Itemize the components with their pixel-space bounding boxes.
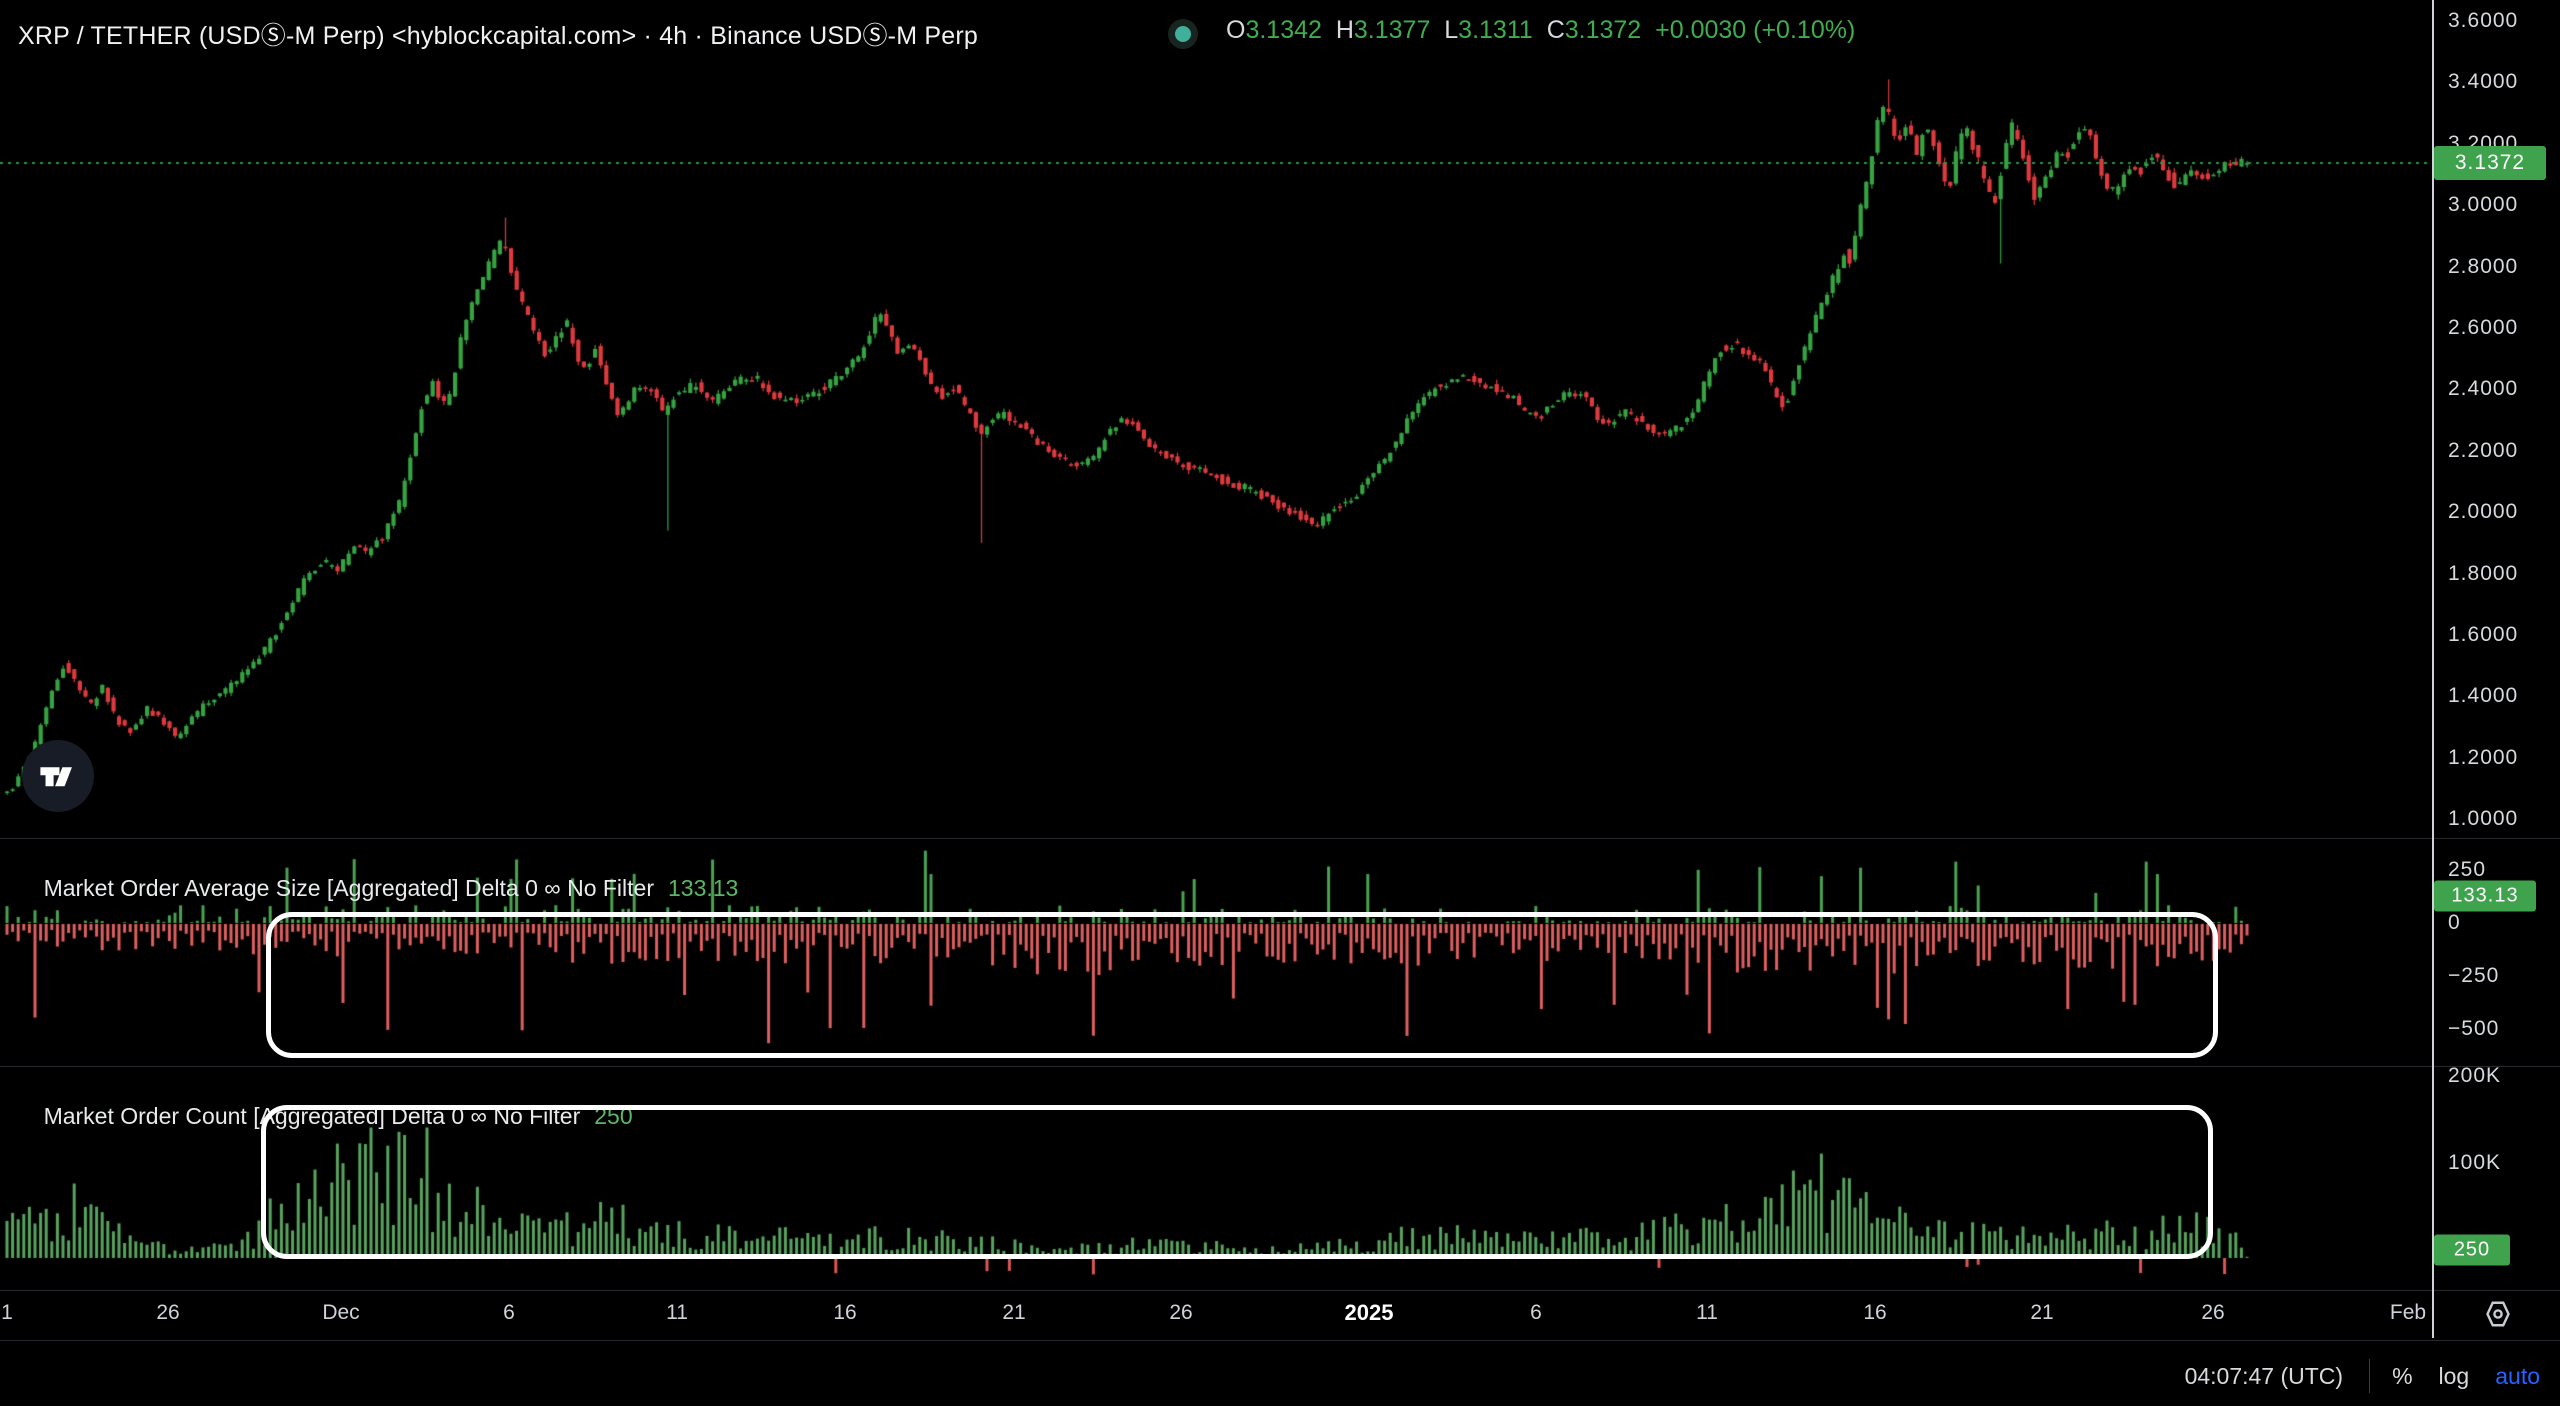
time-axis-label: 11: [1696, 1301, 1718, 1324]
low-label: L: [1444, 16, 1459, 44]
time-axis-label: 21: [2030, 1301, 2054, 1324]
price-axis-label: 1.6000: [2448, 623, 2519, 646]
pane-separator[interactable]: [0, 838, 2560, 839]
high-value: 3.1377: [1353, 16, 1431, 44]
statusbar-divider: [2369, 1359, 2371, 1393]
indicator-value: 133.13: [667, 875, 739, 901]
high-label: H: [1335, 16, 1354, 44]
time-axis-label: 6: [503, 1301, 515, 1324]
time-axis-label: 11: [666, 1301, 688, 1324]
indicator1-value-tag: 133.13: [2434, 880, 2536, 912]
price-axis-label: 1.8000: [2448, 561, 2519, 585]
percent-scale-button[interactable]: %: [2392, 1362, 2413, 1389]
open-value: 3.1342: [1245, 16, 1322, 44]
price-axis-label: 2.6000: [2448, 316, 2519, 339]
time-axis-label: 1: [1, 1301, 13, 1324]
time-axis-label: 26: [2201, 1301, 2225, 1324]
price-axis-label: 2.2000: [2448, 438, 2519, 462]
tradingview-logo-glyph: [40, 767, 72, 787]
time-axis-settings-icon[interactable]: [2480, 1296, 2516, 1332]
change-value: +0.0030 (+0.10%): [1655, 16, 1856, 44]
close-label: C: [1546, 16, 1565, 44]
indicator1-axis-label: −500: [2448, 1017, 2500, 1041]
price-axis-border: [2432, 0, 2434, 1338]
statusbar-separator: [0, 1340, 2560, 1341]
time-axis-label: 26: [1169, 1301, 1193, 1324]
price-axis-label: 2.8000: [2448, 254, 2519, 278]
time-axis-label: Feb: [2389, 1301, 2427, 1324]
time-axis-label: 16: [1863, 1301, 1887, 1324]
time-axis-separator: [0, 1290, 2560, 1291]
close-value: 3.1372: [1564, 16, 1642, 44]
symbol-legend[interactable]: XRP / TETHER (USDⓈ-M Perp) <hyblockcapit…: [18, 16, 978, 52]
indicator1-axis-label: −250: [2448, 964, 2500, 988]
price-axis-label: 2.0000: [2448, 500, 2519, 524]
indicator-title-avg-size[interactable]: Market Order Average Size [Aggregated] D…: [43, 875, 739, 901]
tradingview-logo[interactable]: [22, 740, 94, 812]
time-axis-label: Dec: [322, 1301, 360, 1324]
low-value: 3.1311: [1458, 16, 1533, 44]
indicator2-axis-label: 100K: [2448, 1151, 2502, 1174]
time-axis-label: 2025: [1344, 1300, 1394, 1325]
price-axis-label: 3.6000: [2448, 9, 2519, 32]
pane-separator[interactable]: [0, 1066, 2560, 1067]
price-axis-label: 3.4000: [2448, 70, 2519, 94]
price-axis-label: 2.4000: [2448, 377, 2519, 401]
annotation-rect-order-count[interactable]: [261, 1105, 2213, 1259]
ohlc-values: O 3.1342 H 3.1377 L 3.1311 C 3.1372 +0.0030 …: [1226, 16, 1855, 45]
indicator2-axis-label: 200K: [2448, 1064, 2502, 1087]
chart-canvas[interactable]: [0, 0, 2432, 1292]
clock[interactable]: 04:07:47 (UTC): [2184, 1362, 2344, 1389]
open-label: O: [1226, 16, 1246, 44]
last-price-tag: 3.1372: [2434, 146, 2546, 180]
status-bar: 04:07:47 (UTC) % log auto: [2185, 1356, 2546, 1396]
indicator2-value-tag: 250: [2434, 1234, 2510, 1266]
price-axis-label: 1.2000: [2448, 745, 2519, 769]
time-axis-label: 6: [1530, 1301, 1542, 1324]
price-axis-label: 3.0000: [2448, 193, 2519, 217]
indicator1-axis-label: 250: [2448, 857, 2487, 881]
time-axis-label: 26: [156, 1301, 180, 1324]
indicator1-axis-label: 0: [2448, 911, 2461, 934]
auto-scale-button[interactable]: auto: [2495, 1362, 2540, 1389]
time-axis-label: 16: [833, 1301, 857, 1324]
time-axis-label: 21: [1002, 1301, 1026, 1324]
data-status-icon: [1168, 19, 1198, 49]
annotation-rect-avg-size[interactable]: [266, 912, 2218, 1058]
log-scale-button[interactable]: log: [2438, 1362, 2470, 1389]
price-axis-label: 1.0000: [2448, 807, 2519, 831]
price-axis-label: 1.4000: [2448, 684, 2519, 708]
symbol-title[interactable]: XRP / TETHER (USDⓈ-M Perp) <hyblockcapit…: [18, 22, 978, 50]
